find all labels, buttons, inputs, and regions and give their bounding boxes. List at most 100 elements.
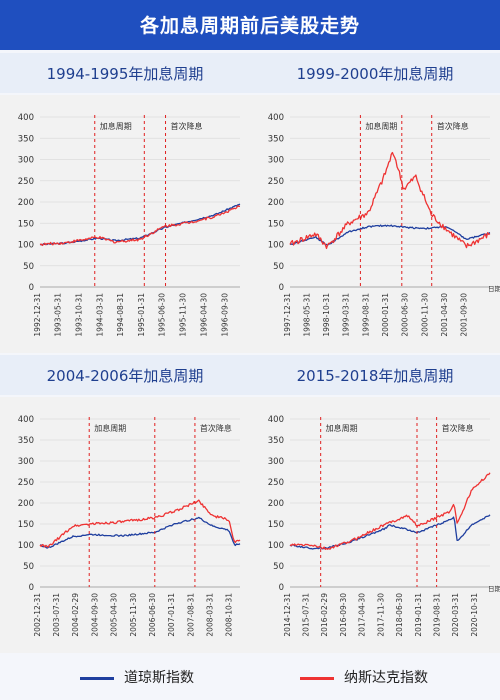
x-tick-label: 2004-02-29 [71, 593, 80, 637]
x-tick-label: 2003-07-31 [52, 593, 61, 637]
y-tick-label: 350 [18, 436, 34, 446]
y-tick-label: 250 [268, 478, 284, 488]
series-line-dow [40, 516, 241, 549]
panel-title-3: 2004-2006年加息周期 [46, 367, 204, 385]
chart-panel-2: 0 50 100 150 200 250 300 350 400 1997-12-31 1998-0… [250, 95, 500, 353]
x-tick-label: 1995-01-31 [137, 293, 146, 337]
x-tick-label: 2016-02-29 [320, 593, 329, 637]
x-tick-label: 1992-12-31 [33, 293, 42, 337]
x-tick-label: 1998-05-31 [302, 293, 311, 337]
series-line-dow [289, 514, 491, 550]
x-tick-label: 2018-06-30 [395, 593, 404, 637]
y-tick-label: 200 [268, 198, 284, 208]
y-tick-label: 0 [279, 283, 284, 293]
x-tick-label: 2020-10-31 [470, 593, 479, 637]
y-tick-label: 150 [18, 219, 34, 229]
y-tick-label: 50 [23, 262, 34, 272]
x-tick-label: 2004-09-30 [90, 593, 99, 637]
x-tick-label: 2020-03-31 [451, 593, 460, 637]
chart-panel-4: 0 50 100 150 200 250 300 350 400 2014-12-31 2015-0… [250, 397, 500, 653]
x-tick-label: 1997-12-31 [283, 293, 292, 337]
x-tick-label: 1999-08-31 [361, 293, 370, 337]
panel-title-1: 1994-1995年加息周期 [46, 65, 204, 83]
hike-cycle-label: 加息周期 [365, 121, 397, 131]
chart-2-svg: 0 50 100 150 200 250 300 350 400 1997-12-31 1998-0… [268, 113, 500, 337]
x-tick-label: 2002-12-31 [33, 593, 42, 637]
panel-title-2: 1999-2000年加息周期 [296, 65, 454, 83]
y-tick-label: 150 [18, 520, 34, 530]
y-tick-label: 350 [268, 436, 284, 446]
x-tick-label: 1996-09-30 [220, 293, 229, 337]
y-tick-label: 400 [18, 415, 34, 425]
x-tick-label: 1993-10-31 [75, 293, 84, 337]
x-tick-label: 2014-12-31 [283, 593, 292, 637]
page-title: 各加息周期前后美股走势 [139, 15, 360, 37]
x-tick-label: 2000-01-31 [381, 293, 390, 337]
y-tick-label: 400 [268, 113, 284, 123]
x-tick-label: 2007-01-31 [167, 593, 176, 637]
y-tick-label: 250 [268, 177, 284, 187]
y-tick-label: 300 [18, 156, 34, 166]
x-tick-label: 2006-06-30 [148, 593, 157, 637]
x-tick-label: 1999-03-31 [342, 293, 351, 337]
legend-nasdaq-label: 纳斯达克指数 [344, 670, 428, 686]
y-tick-label: 150 [268, 520, 284, 530]
x-tick-label: 1995-11-30 [179, 293, 188, 337]
y-tick-label: 0 [29, 583, 34, 593]
y-tick-label: 50 [273, 262, 284, 272]
y-tick-label: 100 [268, 241, 284, 251]
y-tick-label: 250 [18, 478, 34, 488]
x-tick-label: 2005-11-30 [129, 593, 138, 637]
hike-cycle-label: 加息周期 [94, 423, 126, 433]
y-tick-label: 200 [268, 499, 284, 509]
x-axis-label: 日期 [488, 285, 500, 293]
y-tick-label: 0 [279, 583, 284, 593]
x-tick-label: 2017-04-30 [358, 593, 367, 637]
y-tick-label: 300 [18, 457, 34, 467]
x-tick-label: 2015-07-31 [302, 593, 311, 637]
series-line-nasdaq [39, 499, 241, 548]
y-tick-label: 200 [18, 198, 34, 208]
y-tick-label: 50 [23, 562, 34, 572]
chart-4-svg: 0 50 100 150 200 250 300 350 400 2014-12-31 2015-0… [268, 415, 500, 637]
y-tick-label: 300 [268, 156, 284, 166]
x-tick-label: 2000-06-30 [401, 293, 410, 337]
first-cut-label: 首次降息 [200, 423, 232, 433]
legend-nasdaq-swatch [300, 677, 334, 680]
legend-dow-swatch [80, 677, 114, 680]
panel-title-band-bottom: 2004-2006年加息周期 2015-2018年加息周期 [0, 355, 500, 395]
x-tick-label: 2000-11-30 [420, 293, 429, 337]
x-tick-label: 2008-03-31 [205, 593, 214, 637]
legend-dow-label: 道琼斯指数 [124, 670, 194, 686]
y-tick-label: 100 [18, 541, 34, 551]
y-tick-label: 300 [268, 457, 284, 467]
y-tick-label: 200 [18, 499, 34, 509]
x-tick-label: 2007-08-31 [186, 593, 195, 637]
hike-cycle-label: 加息周期 [100, 121, 132, 131]
series-line-nasdaq [289, 472, 491, 550]
chart-3-svg: 0 50 100 150 200 250 300 350 400 2002-12-31 2003-0… [18, 415, 241, 637]
y-tick-label: 50 [273, 562, 284, 572]
y-tick-label: 350 [18, 134, 34, 144]
y-tick-label: 250 [18, 177, 34, 187]
y-tick-label: 400 [18, 113, 34, 123]
hike-cycle-label: 加息周期 [326, 423, 358, 433]
y-tick-label: 350 [268, 134, 284, 144]
x-tick-label: 2019-01-31 [414, 593, 423, 637]
x-tick-label: 2008-10-31 [225, 593, 234, 637]
x-tick-label: 2019-08-31 [432, 593, 441, 637]
x-tick-label: 2001-04-30 [440, 293, 449, 337]
y-tick-label: 0 [29, 283, 34, 293]
legend: 道琼斯指数 纳斯达克指数 [0, 655, 500, 700]
x-tick-label: 1994-03-31 [95, 293, 104, 337]
chart-1-svg: 0 50 100 150 200 250 300 350 400 1992-12-31 1993-0… [18, 113, 241, 337]
y-tick-label: 150 [268, 219, 284, 229]
first-cut-label: 首次降息 [437, 121, 469, 131]
y-tick-label: 400 [268, 415, 284, 425]
x-tick-label: 2001-09-30 [460, 293, 469, 337]
x-tick-label: 2016-09-30 [339, 593, 348, 637]
y-tick-label: 100 [268, 541, 284, 551]
title-banner: 各加息周期前后美股走势 [0, 0, 500, 50]
chart-panel-1: 0 50 100 150 200 250 300 350 400 1992-12-31 1993-0… [0, 95, 250, 353]
x-tick-label: 1998-10-31 [322, 293, 331, 337]
